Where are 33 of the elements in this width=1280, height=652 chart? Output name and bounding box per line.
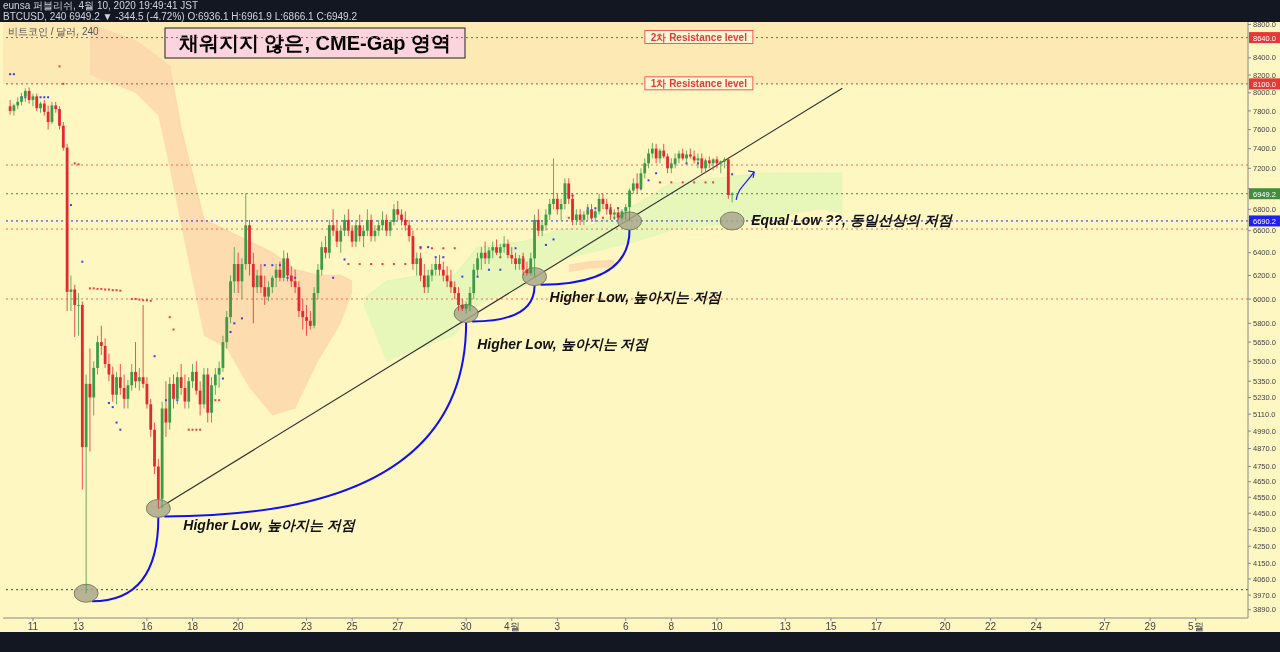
- x-tick-label: 8: [668, 621, 675, 633]
- x-tick-label: 3: [554, 621, 561, 633]
- x-tick-label: 25: [346, 621, 359, 633]
- annotation: Higher Low, 높아지는 저점: [183, 517, 356, 534]
- x-tick-label: 4월: [503, 621, 520, 633]
- annotation: 2차 Resistance level: [650, 32, 748, 44]
- x-tick-label: 15: [825, 621, 837, 633]
- x-tick-label: 13: [779, 621, 792, 633]
- annotation: Equal Low ??, 동일선상의 저점: [751, 211, 953, 228]
- x-tick-label: 11: [27, 621, 39, 633]
- x-tick-label: 20: [232, 621, 245, 633]
- x-tick-label: 17: [870, 621, 883, 633]
- x-tick-label: 29: [1144, 621, 1157, 633]
- annotation: Higher Low, 높아지는 저점: [549, 288, 722, 305]
- annotation: BTCUSD, 240 6949.2 ▼ -344.5 (-4.72%) O:6936.1 H:6961.9 L:6866.1 C:6949.2: [3, 11, 358, 22]
- x-tick-label: 27: [392, 621, 404, 633]
- x-tick-label: 23: [300, 621, 313, 633]
- x-tick-label: 16: [141, 621, 153, 633]
- x-tick-label: 22: [984, 621, 997, 633]
- annotation: Higher Low, 높아지는 저점: [477, 336, 650, 353]
- text: eunsa 퍼블리쉬, 4월 10, 2020 19:49:41 JST: [3, 0, 199, 11]
- x-tick-label: 27: [1098, 621, 1111, 633]
- x-tick-label: 10: [711, 621, 723, 633]
- x-tick-label: 6: [622, 621, 629, 633]
- band-label: 채워지지 않은, CME-Gap 영역: [177, 32, 452, 54]
- x-tick-label: 20: [939, 621, 951, 633]
- x-tick-label: 30: [460, 621, 473, 633]
- x-tick-label: 13: [72, 621, 85, 633]
- x-tick-label: 5월: [1187, 621, 1204, 633]
- x-tick-label: 18: [186, 621, 199, 633]
- chart-title: 비트코인 / 달러, 240: [8, 25, 99, 39]
- x-tick-label: 24: [1030, 621, 1043, 633]
- annotation: 1차 Resistance level: [650, 78, 748, 90]
